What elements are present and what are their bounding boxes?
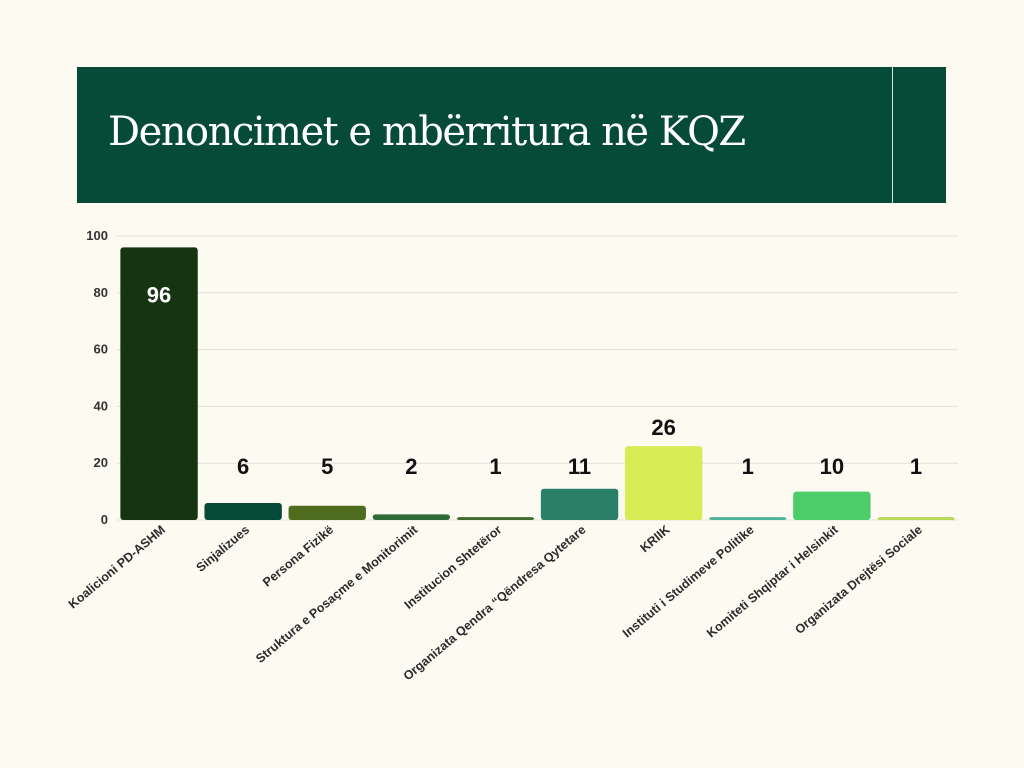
bar [540,488,619,520]
value-label: 10 [820,454,844,479]
category-label: KRIIK [638,523,673,556]
value-label: 6 [237,454,249,479]
y-tick-label: 60 [94,342,108,357]
bars [120,247,955,521]
y-tick-label: 40 [94,398,108,413]
bar [624,446,703,520]
category-label: Persona Fizikë [260,523,336,590]
bar [288,505,366,520]
value-label: 26 [651,415,675,440]
bar [709,517,787,520]
value-label: 2 [405,454,417,479]
category-label: Struktura e Posaçme e Monitorimit [253,522,421,666]
category-label: Sinjalizues [194,523,253,575]
y-tick-label: 0 [101,512,108,527]
category-label: Komiteti Shqiptar i Helsinkit [704,522,841,640]
title-banner: Denoncimet e mbërritura në KQZ [77,67,946,203]
value-label: 1 [910,454,922,479]
banner-divider [892,67,893,203]
bar [793,491,871,520]
value-label: 1 [489,454,501,479]
category-label: Organizata Qendra “Qëndresa Qytetare [401,523,589,684]
value-label: 1 [742,454,754,479]
bar [204,502,282,520]
value-label: 96 [147,282,171,307]
category-label: Instituti i Studimeve Politike [620,523,757,641]
category-label: Koalicioni PD-ASHM [66,523,168,612]
y-tick-label: 80 [94,285,108,300]
value-label: 5 [321,454,333,479]
value-label: 11 [568,454,591,479]
bar [877,517,955,520]
bar [120,247,198,521]
y-tick-label: 20 [94,455,108,470]
bar [456,517,535,520]
bar [372,514,451,520]
x-axis: Koalicioni PD-ASHM Sinjalizues Persona Fiz… [66,522,925,683]
y-axis: 0 20 40 60 80 100 [86,228,108,527]
y-tick-label: 100 [86,228,108,243]
chart-title: Denoncimet e mbërritura në KQZ [108,109,746,155]
